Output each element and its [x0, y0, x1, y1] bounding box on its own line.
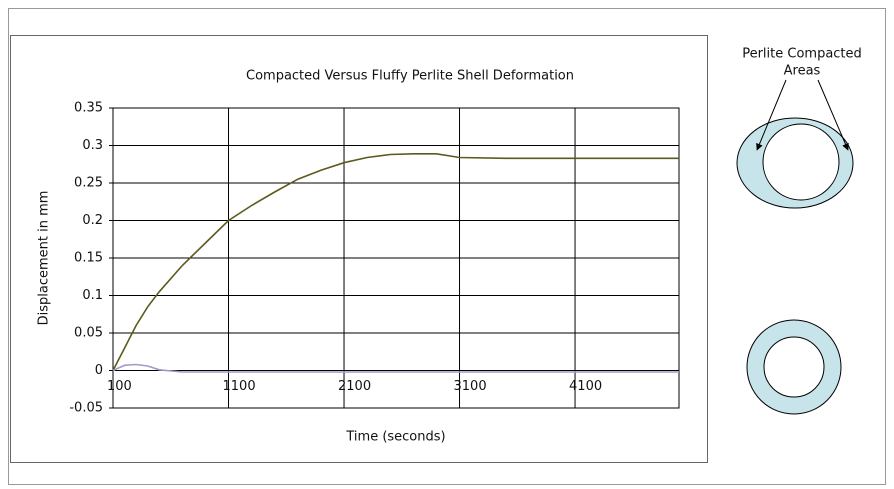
x-axis-label: Time (seconds) — [345, 430, 445, 445]
x-tick-label: 2100 — [338, 379, 371, 394]
y-tick-label: 0.05 — [74, 326, 103, 341]
y-axis-label: Displacement in mm — [37, 191, 52, 326]
x-tick-label: 3100 — [454, 379, 487, 394]
x-tick-label: 100 — [107, 379, 132, 394]
compacted-core — [763, 124, 839, 200]
fluffy-core — [764, 337, 824, 397]
figure: Compacted Versus Fluffy Perlite Shell De… — [0, 0, 894, 485]
x-tick-label: 1100 — [223, 379, 256, 394]
y-tick-label: 0 — [95, 363, 103, 378]
page: {"chart_data": {"type": "line", "title":… — [0, 0, 894, 485]
y-tick-label: 0.1 — [82, 288, 103, 303]
y-tick-label: 0.35 — [74, 101, 103, 116]
y-tick-label: 0.2 — [82, 213, 103, 228]
diagram-label: Areas — [784, 64, 821, 79]
y-tick-label: 0.3 — [82, 138, 103, 153]
diagram: Perlite Compacted Areas — [737, 47, 862, 415]
y-tick-label: -0.05 — [69, 401, 103, 416]
y-tick-label: 0.25 — [74, 176, 103, 191]
y-tick-label: 0.15 — [74, 251, 103, 266]
plot-area: 0.35 0.3 0.25 0.2 0.15 0.1 0.05 0 -0.05 100 1100 21… — [69, 101, 679, 416]
x-tick-label: 4100 — [569, 379, 602, 394]
diagram-label: Perlite Compacted — [742, 47, 862, 62]
chart-title: Compacted Versus Fluffy Perlite Shell De… — [246, 69, 574, 84]
